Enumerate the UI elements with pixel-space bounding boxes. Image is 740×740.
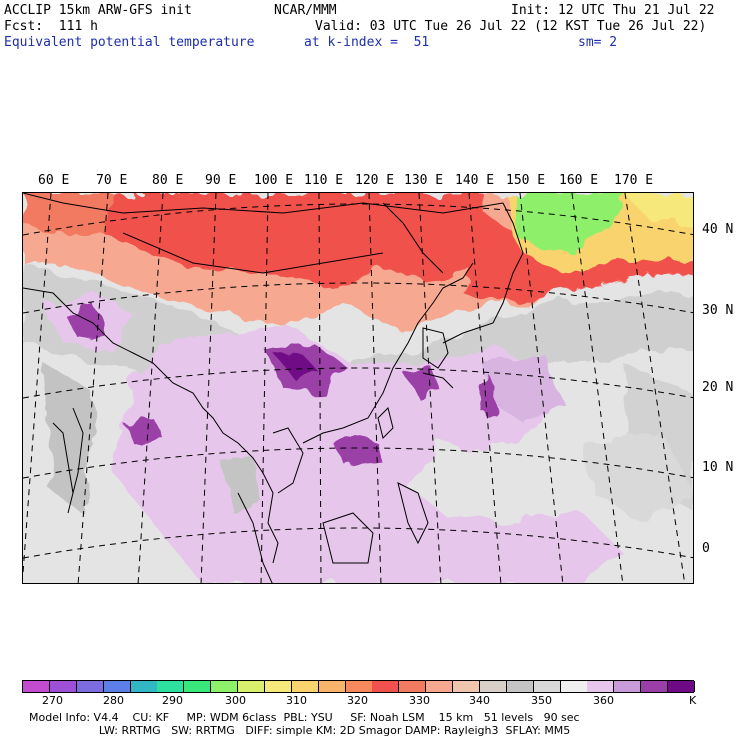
colorbar-tick: 300 — [225, 694, 246, 707]
colorbar-swatch — [668, 681, 696, 692]
colorbar-swatch — [614, 681, 642, 692]
lon-label: 120 E — [355, 173, 395, 188]
colorbar-swatch — [453, 681, 481, 692]
forecast-hour: Fcst: 111 h — [4, 19, 98, 34]
lat-label: 0 — [702, 541, 710, 556]
model-title: ACCLIP 15km ARW-GFS init — [4, 3, 192, 18]
lat-label: 30 N — [702, 303, 734, 318]
colorbar-tick: 280 — [103, 694, 124, 707]
colorbar-swatch — [506, 681, 534, 692]
smoothing-label: sm= 2 — [578, 35, 618, 50]
colorbar-tick: 310 — [286, 694, 307, 707]
colorbar-swatch — [560, 681, 588, 692]
colorbar-swatch — [318, 681, 346, 692]
lat-label: 20 N — [702, 380, 734, 395]
lat-label: 40 N — [702, 222, 734, 237]
lat-label: 10 N — [702, 460, 734, 475]
center-label: NCAR/MMM — [274, 3, 337, 18]
level-label: at k-index = 51 — [304, 35, 430, 50]
lon-label: 110 E — [304, 173, 344, 188]
colorbar-swatch — [426, 681, 454, 692]
colorbar-swatch — [157, 681, 185, 692]
model-info-line2: LW: RRTMG SW: RRTMG DIFF: simple KM: 2D … — [29, 724, 571, 737]
colorbar-swatch — [345, 681, 373, 692]
map-panel — [22, 192, 694, 584]
lon-label: 100 E — [254, 173, 294, 188]
colorbar-swatch — [184, 681, 212, 692]
lon-label: 80 E — [152, 173, 184, 188]
colorbar-swatch — [291, 681, 319, 692]
colorbar-tick: 360 — [593, 694, 614, 707]
colorbar-tick: 340 — [469, 694, 490, 707]
model-info-line1: Model Info: V4.4 CU: KF MP: WDM 6class P… — [29, 711, 580, 724]
colorbar-unit: K — [689, 694, 697, 707]
colorbar-swatch — [211, 681, 239, 692]
theta-e-field — [23, 193, 693, 583]
colorbar-swatch — [130, 681, 158, 692]
lon-label: 150 E — [506, 173, 546, 188]
colorbar-swatch — [641, 681, 669, 692]
lon-label: 130 E — [404, 173, 444, 188]
colorbar-tick: 290 — [162, 694, 183, 707]
lon-label: 160 E — [559, 173, 599, 188]
colorbar-swatch — [49, 681, 77, 692]
field-name: Equivalent potential temperature — [4, 35, 255, 50]
colorbar-swatch — [372, 681, 400, 692]
init-time: Init: 12 UTC Thu 21 Jul 22 — [511, 3, 715, 18]
colorbar-swatch — [103, 681, 131, 692]
lon-label: 140 E — [455, 173, 495, 188]
valid-time: Valid: 03 UTC Tue 26 Jul 22 (12 KST Tue … — [315, 19, 707, 34]
colorbar-tick: 270 — [42, 694, 63, 707]
lon-label: 90 E — [205, 173, 237, 188]
colorbar-tick: 320 — [347, 694, 368, 707]
colorbar-swatch — [479, 681, 507, 692]
colorbar-swatch — [533, 681, 561, 692]
colorbar-tick: 350 — [531, 694, 552, 707]
colorbar-swatch — [264, 681, 292, 692]
colorbar-swatch — [76, 681, 104, 692]
colorbar — [22, 680, 696, 693]
lon-label: 170 E — [614, 173, 654, 188]
colorbar-tick: 330 — [409, 694, 430, 707]
colorbar-swatch — [587, 681, 615, 692]
colorbar-swatch — [399, 681, 427, 692]
colorbar-swatch — [238, 681, 266, 692]
lon-label: 60 E — [38, 173, 70, 188]
lon-label: 70 E — [96, 173, 128, 188]
colorbar-swatch — [23, 681, 50, 692]
